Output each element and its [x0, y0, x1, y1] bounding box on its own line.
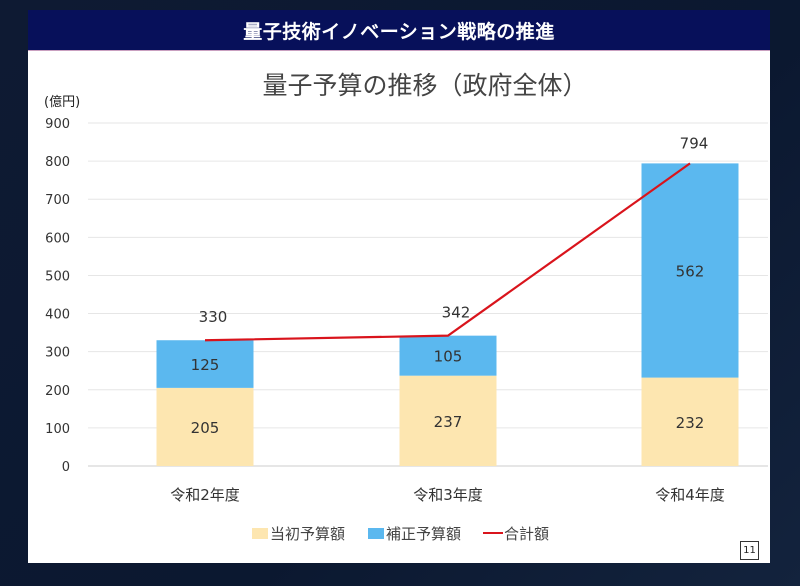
y-tick-label: 200: [45, 384, 70, 399]
legend-swatch-initial: [252, 528, 268, 539]
bars: [156, 163, 739, 466]
legend: 当初予算額 補正予算額 合計額: [252, 525, 549, 543]
y-tick-label: 300: [45, 346, 70, 361]
legend-swatch-supplementary: [368, 528, 384, 539]
slide-header: 量子技術イノベーション戦略の推進: [28, 10, 770, 51]
legend-label-supplementary: 補正予算額: [386, 525, 461, 543]
data-label-supplementary: 562: [676, 262, 705, 280]
x-tick-label: 令和4年度: [655, 486, 725, 504]
total-line: [204, 162, 691, 342]
labels: 205 125 330 令和2年度 237 105 342 令和3年度 232 562 794 令和4…: [170, 134, 725, 504]
x-tick-label: 令和2年度: [170, 486, 240, 504]
chart-title: 量子予算の推移（政府全体）: [262, 71, 587, 100]
data-label-total: 330: [199, 308, 228, 326]
y-tick-label: 0: [62, 460, 70, 475]
data-label-initial: 237: [434, 413, 463, 431]
y-tick-label: 400: [45, 308, 70, 323]
legend-label-total: 合計額: [504, 525, 549, 543]
bar-initial-budget: [156, 387, 254, 466]
x-tick-label: 令和3年度: [413, 486, 483, 504]
bar-supplementary-budget: [399, 335, 497, 376]
data-label-initial: 205: [191, 419, 220, 437]
y-tick-label: 700: [45, 193, 70, 208]
total-line-group: [204, 162, 691, 342]
page-number: 11: [740, 541, 759, 560]
data-label-total: 794: [680, 134, 709, 152]
bar-supplementary-budget: [641, 163, 739, 378]
y-tick-label: 500: [45, 269, 70, 284]
y-tick-label: 800: [45, 155, 70, 170]
y-axis-label: (億円): [44, 94, 80, 110]
bar-initial-budget: [399, 375, 497, 466]
bar-supplementary-budget: [156, 340, 254, 388]
data-label-initial: 232: [676, 414, 705, 432]
bar-initial-budget: [641, 377, 739, 466]
y-tick-label: 900: [45, 117, 70, 132]
data-label-supplementary: 105: [434, 348, 463, 366]
y-tick-label: 100: [45, 422, 70, 437]
data-label-total: 342: [442, 304, 471, 322]
data-label-supplementary: 125: [191, 356, 220, 374]
legend-label-initial: 当初予算額: [270, 525, 345, 543]
y-tick-label: 600: [45, 231, 70, 246]
